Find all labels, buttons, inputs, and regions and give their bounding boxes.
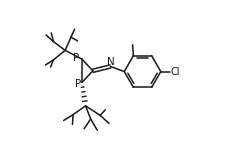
Text: P: P: [75, 79, 81, 89]
Text: Cl: Cl: [171, 67, 180, 77]
Text: N: N: [107, 57, 115, 67]
Text: P: P: [73, 53, 79, 63]
